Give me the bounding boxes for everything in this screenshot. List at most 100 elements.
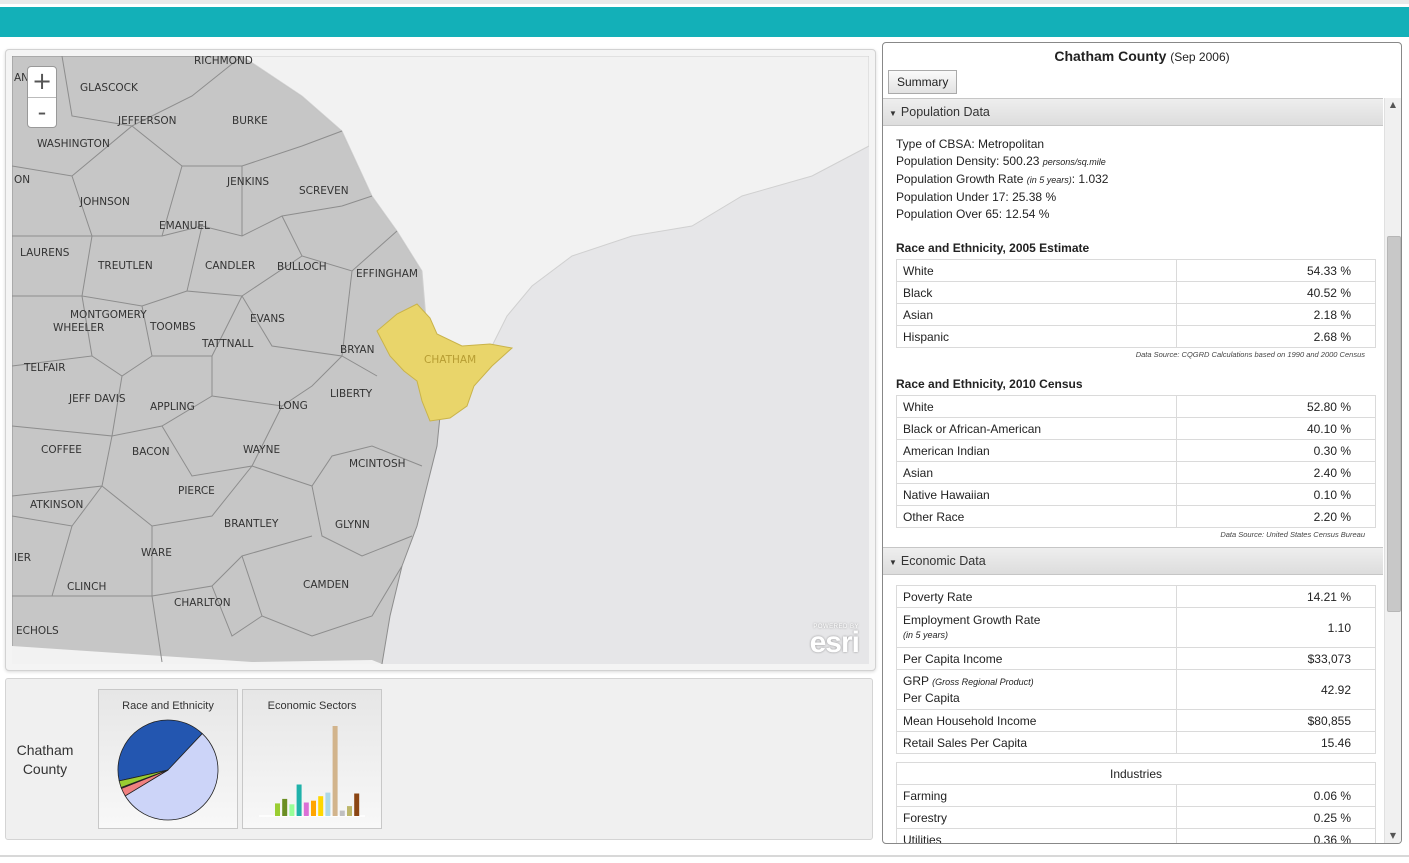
scroll-down-arrow-icon[interactable]: ▼ (1389, 831, 1397, 840)
pie-slice (124, 733, 219, 821)
panel-scrollbar[interactable]: ▲ ▼ (1384, 98, 1401, 843)
row-value: 0.30 % (1176, 439, 1376, 462)
scroll-up-arrow-icon[interactable]: ▲ (1389, 100, 1397, 109)
row-value: $80,855 (1176, 709, 1376, 732)
table-row: Native Hawaiian 0.10 % (896, 483, 1376, 506)
pie-slice (117, 719, 203, 782)
county-title: Chatham County (1054, 48, 1167, 64)
chatham-county-shape (376, 303, 514, 422)
row-value: 0.10 % (1176, 483, 1376, 506)
row-value: 2.40 % (1176, 461, 1376, 484)
row-label: Hispanic (896, 325, 1177, 348)
growth-line: Population Growth Rate (in 5 years): 1.0… (896, 171, 1370, 189)
table-row: Black or African-American 40.10 % (896, 417, 1376, 440)
county-label: RICHMOND (194, 56, 253, 67)
population-section-header[interactable]: ▼ Population Data (883, 98, 1383, 126)
economic-table: Poverty Rate 14.21 % Employment Growth Ra… (896, 585, 1376, 754)
county-map[interactable]: RICHMOND GLASCOCK JEFFERSON BURKE WASHIN… (12, 56, 869, 664)
county-label: COFFEE (41, 444, 82, 456)
row-value: 14.21 % (1176, 585, 1376, 608)
row-label: Utilities (896, 828, 1177, 843)
table-row: White 52.80 % (896, 395, 1376, 418)
county-label: ATKINSON (30, 499, 84, 511)
row-value: 15.46 (1176, 731, 1376, 754)
county-label: ECHOLS (16, 625, 59, 637)
table-row: Employment Growth Rate (in 5 years) 1.10 (896, 607, 1376, 648)
density-line: Population Density: 500.23 persons/sq.mi… (896, 153, 1370, 171)
bar (332, 726, 338, 816)
county-label: LIBERTY (330, 388, 373, 400)
county-label: EVANS (250, 313, 285, 325)
county-label: WAYNE (243, 444, 281, 456)
table-row: Asian 2.18 % (896, 303, 1376, 326)
county-label: TOOMBS (150, 321, 196, 333)
econ-bar-chart (259, 726, 365, 817)
race-pie-chart (117, 719, 219, 821)
county-label: CAMDEN (303, 579, 350, 591)
county-label: BRANTLEY (224, 518, 279, 530)
scrollbar-thumb[interactable] (1387, 236, 1401, 612)
county-labels: RICHMOND GLASCOCK JEFFERSON BURKE WASHIN… (12, 56, 869, 664)
county-label: GLYNN (335, 519, 370, 531)
race-chart-title: Race and Ethnicity (122, 700, 214, 712)
row-value: 0.06 % (1176, 784, 1376, 807)
table-row: Asian 2.40 % (896, 461, 1376, 484)
industries-table: Industries Farming 0.06 % Forestry 0.25 % … (896, 762, 1376, 843)
title-date: (Sep 2006) (1170, 50, 1230, 64)
pie-slice (118, 769, 169, 788)
county-label: AN (14, 72, 30, 84)
table-row: Farming 0.06 % (896, 784, 1376, 807)
county-label: BURKE (232, 115, 268, 127)
row-value: 2.68 % (1176, 325, 1376, 348)
table-row: Forestry 0.25 % (896, 806, 1376, 829)
econ-chart-card[interactable]: Economic Sectors (242, 689, 382, 829)
row-value: 52.80 % (1176, 395, 1376, 418)
row-value: $33,073 (1176, 647, 1376, 670)
caret-down-icon: ▼ (889, 109, 897, 118)
table-row: Mean Household Income $80,855 (896, 709, 1376, 732)
summary-button[interactable]: Summary (888, 70, 958, 94)
race2005-title: Race and Ethnicity, 2005 Estimate (896, 241, 1090, 255)
row-label: White (896, 259, 1177, 282)
county-label: WASHINGTON (37, 138, 110, 150)
county-label: JEFF DAVIS (69, 393, 126, 405)
bar (318, 796, 324, 816)
row-value: 2.18 % (1176, 303, 1376, 326)
county-label: BRYAN (340, 344, 375, 356)
bar (275, 803, 280, 816)
race-chart-card[interactable]: Race and Ethnicity (98, 689, 238, 829)
row-label: Mean Household Income (896, 709, 1177, 732)
table-row: Hispanic 2.68 % (896, 325, 1376, 348)
row-label: Per Capita Income (896, 647, 1177, 670)
esri-attribution[interactable]: POWERED BY esri (810, 624, 860, 658)
county-label: CLINCH (67, 581, 107, 593)
economic-section-header[interactable]: ▼ Economic Data (883, 547, 1383, 575)
county-info-panel: Chatham County (Sep 2006) Summary ▼ Popul… (882, 42, 1402, 844)
county-boundaries (12, 56, 423, 663)
county-label: BULLOCH (277, 261, 327, 273)
table-row: American Indian 0.30 % (896, 439, 1376, 462)
county-label: APPLING (150, 401, 195, 413)
industries-title: Industries (896, 762, 1376, 785)
row-value: 2.20 % (1176, 505, 1376, 528)
row-label: Native Hawaiian (896, 483, 1177, 506)
row-label: Poverty Rate (896, 585, 1177, 608)
table-row: Industries (896, 762, 1376, 785)
bar (296, 784, 302, 816)
table-row: White 54.33 % (896, 259, 1376, 282)
row-value: 0.36 % (1176, 828, 1376, 843)
race2010-source: Data Source: United States Census Bureau (1220, 530, 1365, 539)
under17-line: Population Under 17: 25.38 % (896, 190, 1057, 204)
race2005-source: Data Source: CQGRD Calculations based on… (1135, 350, 1365, 359)
population-section-label: Population Data (900, 105, 990, 119)
zoom-in-button[interactable]: + (28, 67, 56, 98)
table-row: GRP (Gross Regional Product) Per Capita 42… (896, 669, 1376, 710)
header-bar (0, 7, 1409, 37)
county-label: MONTGOMERY (70, 309, 147, 321)
race2005-table: White 54.33 % Black 40.52 % Asian 2.18 % Hi… (896, 259, 1376, 348)
map-svg (12, 56, 869, 664)
bar (303, 802, 309, 816)
zoom-out-button[interactable]: - (37, 98, 47, 126)
county-label: GLASCOCK (80, 82, 138, 94)
county-label: CANDLER (205, 260, 256, 272)
